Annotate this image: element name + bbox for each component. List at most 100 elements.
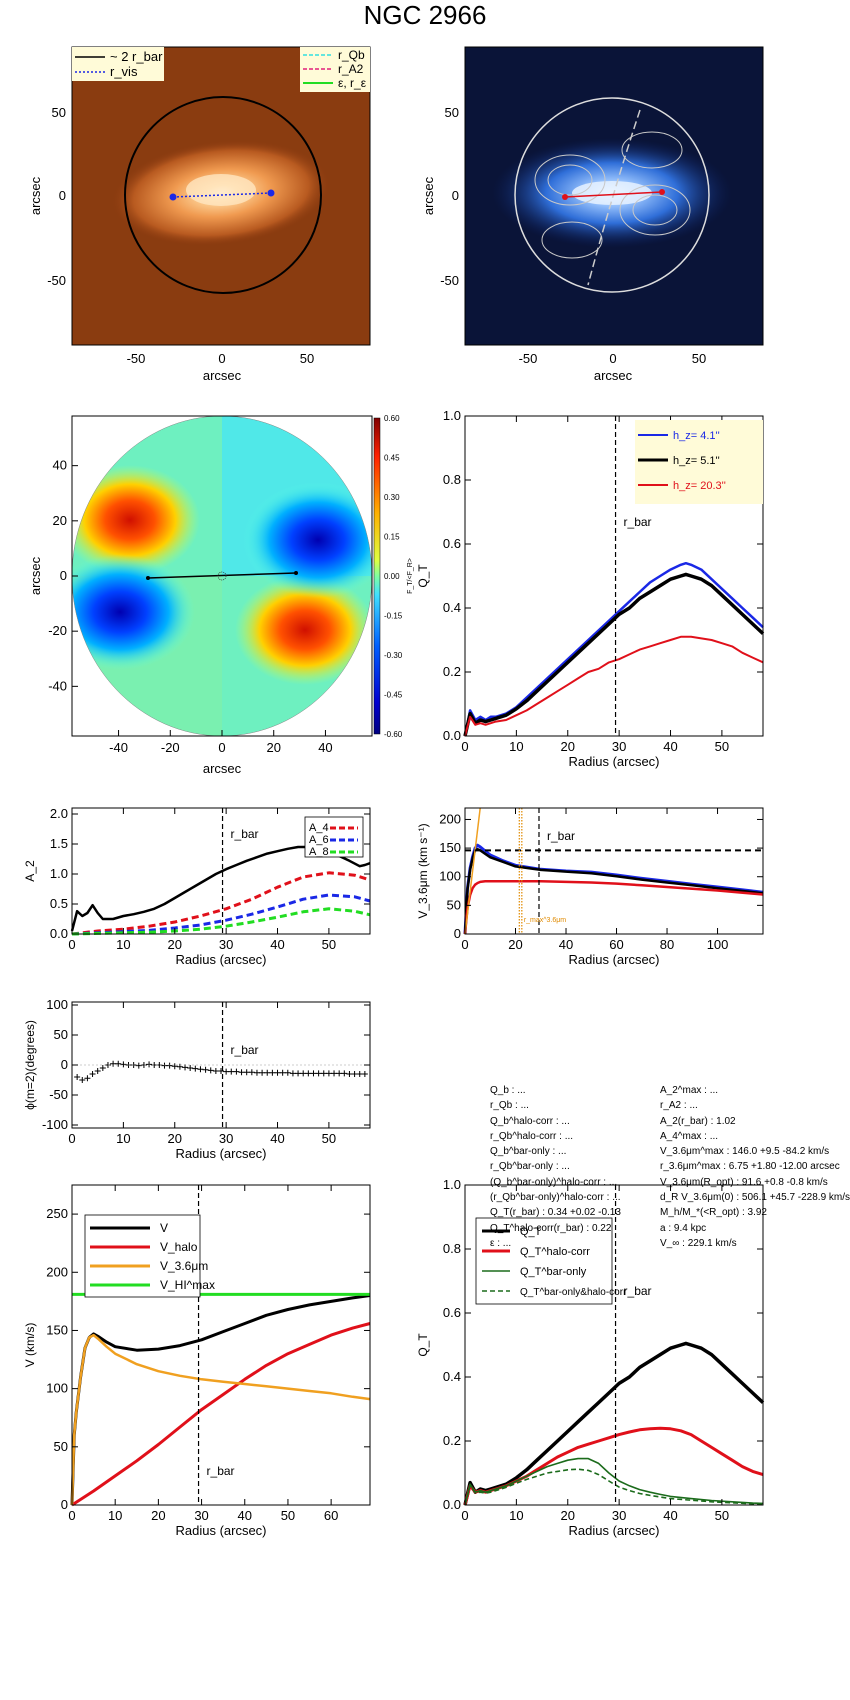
tick-label: -50 — [519, 351, 538, 366]
parameter-table: Q_b : ... r_Qb : ... Q_b^halo-corr : ... r_… — [490, 1083, 850, 1278]
rbar-label: r_bar — [624, 1284, 652, 1298]
tick-label: -50 — [127, 351, 146, 366]
x-axis-label: Radius (arcsec) — [175, 952, 266, 967]
x-axis-label: Radius (arcsec) — [175, 1523, 266, 1538]
parameter-entry: Q_T^halo-corr(r_bar) : 0.22 — [490, 1222, 612, 1234]
legend-label-a6: A_6 — [309, 834, 329, 846]
y-tick-label: 1.0 — [443, 408, 461, 423]
x-tick-label: 100 — [707, 937, 729, 952]
data-point — [197, 1066, 204, 1073]
data-point — [135, 1062, 142, 1069]
bar-radius-circle — [514, 97, 710, 293]
data-point — [166, 1062, 173, 1069]
y-tick-label: 0.8 — [443, 472, 461, 487]
colorbar-ticks: 0.60 0.45 0.30 0.15 0.00 -0.15 -0.30 -0.45 -0.60 — [384, 414, 403, 739]
y-tick-label: 200 — [46, 1264, 68, 1279]
legend-label-rvis: r_vis — [110, 64, 138, 79]
tick-label: -50 — [440, 273, 459, 288]
plot-frame — [464, 415, 764, 737]
y-tick-label: -50 — [49, 1087, 68, 1102]
series-line — [463, 1341, 765, 1506]
x-tick-label: 40 — [663, 1508, 677, 1523]
x-tick-label: 20 — [168, 1131, 182, 1146]
bar-marker-left — [146, 576, 150, 580]
y-tick-label: 0 — [60, 568, 67, 583]
y-tick-label: 50 — [54, 1027, 68, 1042]
data-point — [295, 1070, 302, 1077]
y-tick-label: 0.2 — [443, 664, 461, 679]
tick-label: 50 — [300, 351, 314, 366]
legend-qt2: Q_T Q_T^halo-corr Q_T^bar-only Q_T^bar-o… — [475, 1217, 627, 1305]
y-tick-label: 1.5 — [50, 836, 68, 851]
parameter-entry: d_R V_3.6μm(0) : 506.1 +45.7 -228.9 km/s… — [660, 1192, 850, 1204]
x-axis-label: arcsec — [203, 761, 242, 776]
data-point — [279, 1069, 286, 1076]
colorbar-tick-label: 0.30 — [384, 493, 400, 502]
tick-label: 0 — [218, 351, 225, 366]
y-tick-label: 0 — [61, 1057, 68, 1072]
y-tick-label: 0.4 — [443, 1369, 461, 1384]
x-tick-label: 60 — [609, 937, 623, 952]
img1-ticks: -50 0 50 50 0 -50 — [47, 105, 314, 366]
data-point — [305, 1070, 312, 1077]
series-line — [463, 572, 765, 737]
legend-label-hz2: h_z= 5.1'' — [673, 455, 720, 467]
data-point — [84, 1075, 91, 1082]
series-line — [464, 1457, 764, 1506]
rmax-label: r_max^3.6μm — [524, 917, 566, 924]
x-tick-label: 50 — [281, 1508, 295, 1523]
y-tick-label: 1.0 — [443, 1177, 461, 1192]
x-tick-label: 0 — [68, 1131, 75, 1146]
parameter-entry: V_3.6μm^max : 146.0 +9.5 -84.2 km/s — [660, 1146, 830, 1158]
colorbar — [373, 417, 381, 735]
y-axis-label: Q_T — [416, 1333, 430, 1357]
data-point — [171, 1063, 178, 1070]
rbar-label: r_bar — [207, 1464, 235, 1478]
data-point — [253, 1069, 260, 1076]
series-line — [71, 893, 371, 936]
legend-qt: h_z= 4.1'' h_z= 5.1'' h_z= 20.3'' — [635, 420, 763, 504]
series-line — [463, 561, 764, 737]
data-point — [361, 1071, 368, 1077]
data-point — [264, 1069, 271, 1076]
data-point — [115, 1060, 122, 1067]
y-axis-label: A_2 — [23, 860, 37, 882]
colorbar-tick-label: 0.45 — [384, 454, 400, 463]
x-tick-label: 0 — [68, 1508, 75, 1523]
y-tick-label: 2.0 — [50, 806, 68, 821]
legend-right: r_Qb r_A2 ε, r_ε — [300, 47, 370, 92]
bar-axis-curve — [587, 109, 641, 286]
parameter-entry: V_3.6μm(R_opt) : 91.6 +0.8 -0.8 km/s — [660, 1176, 828, 1188]
tick-label: 50 — [445, 105, 459, 120]
y-tick-label: 20 — [53, 513, 67, 528]
data-point — [289, 1070, 296, 1077]
page-title: NGC 2966 — [364, 0, 487, 30]
legend-label-2rbar: ~ 2 r_bar — [110, 49, 163, 64]
parameter-entry: (r_Qb^bar-only)^halo-corr : ... — [490, 1192, 621, 1204]
parameter-entry: (Q_b^bar-only)^halo-corr : ... — [490, 1176, 618, 1188]
data-point — [259, 1069, 266, 1076]
y-axis-label: arcsec — [421, 176, 436, 215]
y-tick-label: 0.0 — [50, 926, 68, 941]
legend-label-vhalo: V_halo — [160, 1240, 198, 1254]
chart-v36: 0 20 40 60 80 100 0 50 100 150 200 Radius (arcsec) V… — [416, 807, 764, 967]
galaxy-core — [186, 174, 256, 206]
bar-marker-right — [294, 571, 298, 575]
parameter-entry: Q_b^halo-corr : ... — [490, 1115, 570, 1127]
x-tick-label: -40 — [109, 740, 128, 755]
map-lobe-positive — [72, 465, 200, 575]
x-tick-label: 80 — [660, 937, 674, 952]
parameter-entry: A_4^max : ... — [660, 1130, 719, 1142]
x-tick-label: 20 — [508, 937, 522, 952]
colorbar-tick-label: 0.00 — [384, 572, 400, 581]
rbar-label: r_bar — [231, 827, 259, 841]
colorbar-tick-label: 0.60 — [384, 414, 400, 423]
map-ticks: -40 -20 0 20 40 40 20 0 -20 -40 — [48, 458, 332, 755]
colorbar-tick-label: -0.45 — [384, 691, 403, 700]
contours — [534, 131, 691, 259]
legend-left: ~ 2 r_bar r_vis — [72, 47, 164, 81]
rbar-label: r_bar — [624, 515, 652, 529]
legend-a2: A_4 A_6 A_8 — [304, 816, 364, 858]
legend-label-a8: A_8 — [309, 846, 329, 858]
